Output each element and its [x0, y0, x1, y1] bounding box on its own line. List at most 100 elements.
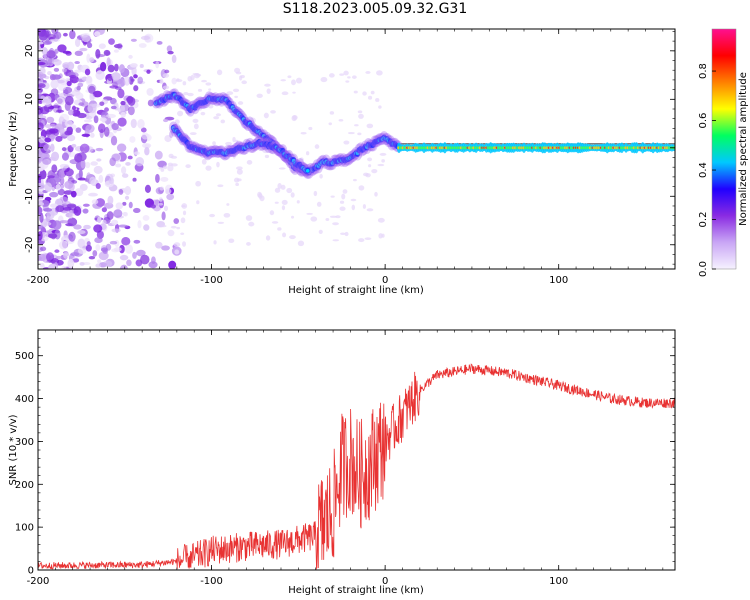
- noise-speckle: [362, 91, 367, 96]
- noise-speckle: [347, 76, 351, 79]
- noise-speckle: [170, 155, 178, 159]
- noise-speckle: [38, 224, 44, 230]
- noise-speckle: [381, 159, 385, 163]
- noise-speckle: [46, 252, 55, 262]
- noise-speckle: [138, 43, 147, 48]
- noise-speckle: [101, 207, 107, 213]
- noise-speckle: [280, 79, 287, 82]
- noise-speckle: [258, 193, 263, 199]
- noise-speckle: [366, 123, 374, 129]
- noise-speckle: [144, 184, 151, 193]
- noise-speckle: [53, 67, 60, 72]
- noise-speckle: [167, 229, 175, 237]
- noise-speckle: [109, 85, 119, 89]
- noise-speckle: [57, 98, 63, 104]
- noise-speckle: [116, 143, 127, 152]
- noise-speckle: [343, 140, 350, 145]
- noise-speckle: [344, 231, 349, 237]
- noise-speckle: [74, 188, 84, 197]
- spectrogram-y-axis: -20 -10 0 10 20: [24, 31, 675, 265]
- noise-speckle: [77, 230, 86, 235]
- noise-speckle: [109, 157, 116, 167]
- noise-speckle: [117, 107, 124, 113]
- noise-speckle: [364, 237, 372, 240]
- noise-speckle: [79, 47, 88, 52]
- noise-speckle: [64, 168, 74, 177]
- noise-speckle: [213, 240, 217, 245]
- noise-speckle: [55, 135, 63, 142]
- noise-speckle: [193, 72, 201, 79]
- noise-speckle: [235, 182, 240, 187]
- noise-speckle: [351, 75, 357, 79]
- noise-speckle: [67, 109, 74, 116]
- noise-speckle: [110, 135, 118, 146]
- noise-speckle: [39, 246, 47, 252]
- noise-speckle: [165, 190, 170, 194]
- noise-speckle: [354, 124, 359, 127]
- noise-speckle: [277, 183, 282, 189]
- x-tick-label: 0: [382, 275, 388, 286]
- noise-speckle: [94, 31, 101, 37]
- noise-speckle: [96, 158, 102, 162]
- noise-speckle: [38, 253, 47, 262]
- noise-speckle: [345, 80, 350, 83]
- noise-speckle: [84, 68, 91, 76]
- noise-speckle: [140, 254, 150, 265]
- noise-speckle: [90, 161, 98, 166]
- noise-speckle: [370, 90, 375, 95]
- noise-speckle: [81, 32, 91, 43]
- noise-speckle: [95, 48, 101, 59]
- noise-speckle: [99, 101, 105, 106]
- noise-speckle: [162, 165, 168, 170]
- noise-speckle: [124, 186, 132, 196]
- x-tick-label: -200: [27, 275, 50, 286]
- noise-speckle: [67, 134, 76, 142]
- noise-speckle: [236, 178, 242, 182]
- noise-speckle: [57, 188, 65, 196]
- noise-speckle: [127, 155, 133, 160]
- noise-speckle: [109, 240, 118, 245]
- noise-speckle: [69, 30, 76, 40]
- noise-speckle: [50, 38, 61, 42]
- x-tick-label: 100: [549, 576, 568, 587]
- noise-speckle: [256, 93, 263, 98]
- noise-speckle: [124, 195, 130, 200]
- noise-speckle: [235, 166, 243, 170]
- y-tick-label: 200: [15, 480, 34, 491]
- noise-speckle: [160, 176, 169, 182]
- noise-speckle: [117, 88, 125, 99]
- noise-speckle: [80, 159, 86, 169]
- noise-speckle: [46, 210, 55, 220]
- noise-speckle: [94, 237, 103, 244]
- noise-speckle: [201, 79, 207, 83]
- noise-speckle: [159, 186, 164, 191]
- noise-speckle: [127, 106, 135, 116]
- noise-speckle: [121, 173, 129, 178]
- noise-speckle: [113, 247, 122, 252]
- noise-speckle: [61, 265, 67, 269]
- noise-speckle: [78, 169, 83, 179]
- noise-speckle: [174, 119, 180, 124]
- noise-speckle: [166, 193, 175, 201]
- noise-speckle: [38, 201, 44, 207]
- noise-speckle: [88, 256, 96, 260]
- noise-speckle: [148, 261, 158, 269]
- noise-speckle: [63, 190, 74, 195]
- noise-speckle: [200, 111, 206, 116]
- noise-speckle: [170, 225, 177, 229]
- noise-speckle: [173, 218, 180, 224]
- noise-speckle: [55, 255, 62, 260]
- noise-speckle: [237, 101, 244, 105]
- noise-speckle: [281, 91, 289, 96]
- noise-speckle: [174, 249, 180, 255]
- noise-speckle: [63, 32, 68, 37]
- noise-speckle: [169, 130, 174, 139]
- noise-speckle: [183, 91, 189, 96]
- noise-speckle: [38, 88, 42, 98]
- noise-speckle: [133, 85, 139, 92]
- colorbar-axis: 0.0 0.2 0.4 0.6 0.8: [698, 63, 716, 277]
- noise-speckle: [171, 54, 177, 64]
- noise-speckle: [49, 191, 59, 198]
- noise-speckle: [57, 81, 67, 91]
